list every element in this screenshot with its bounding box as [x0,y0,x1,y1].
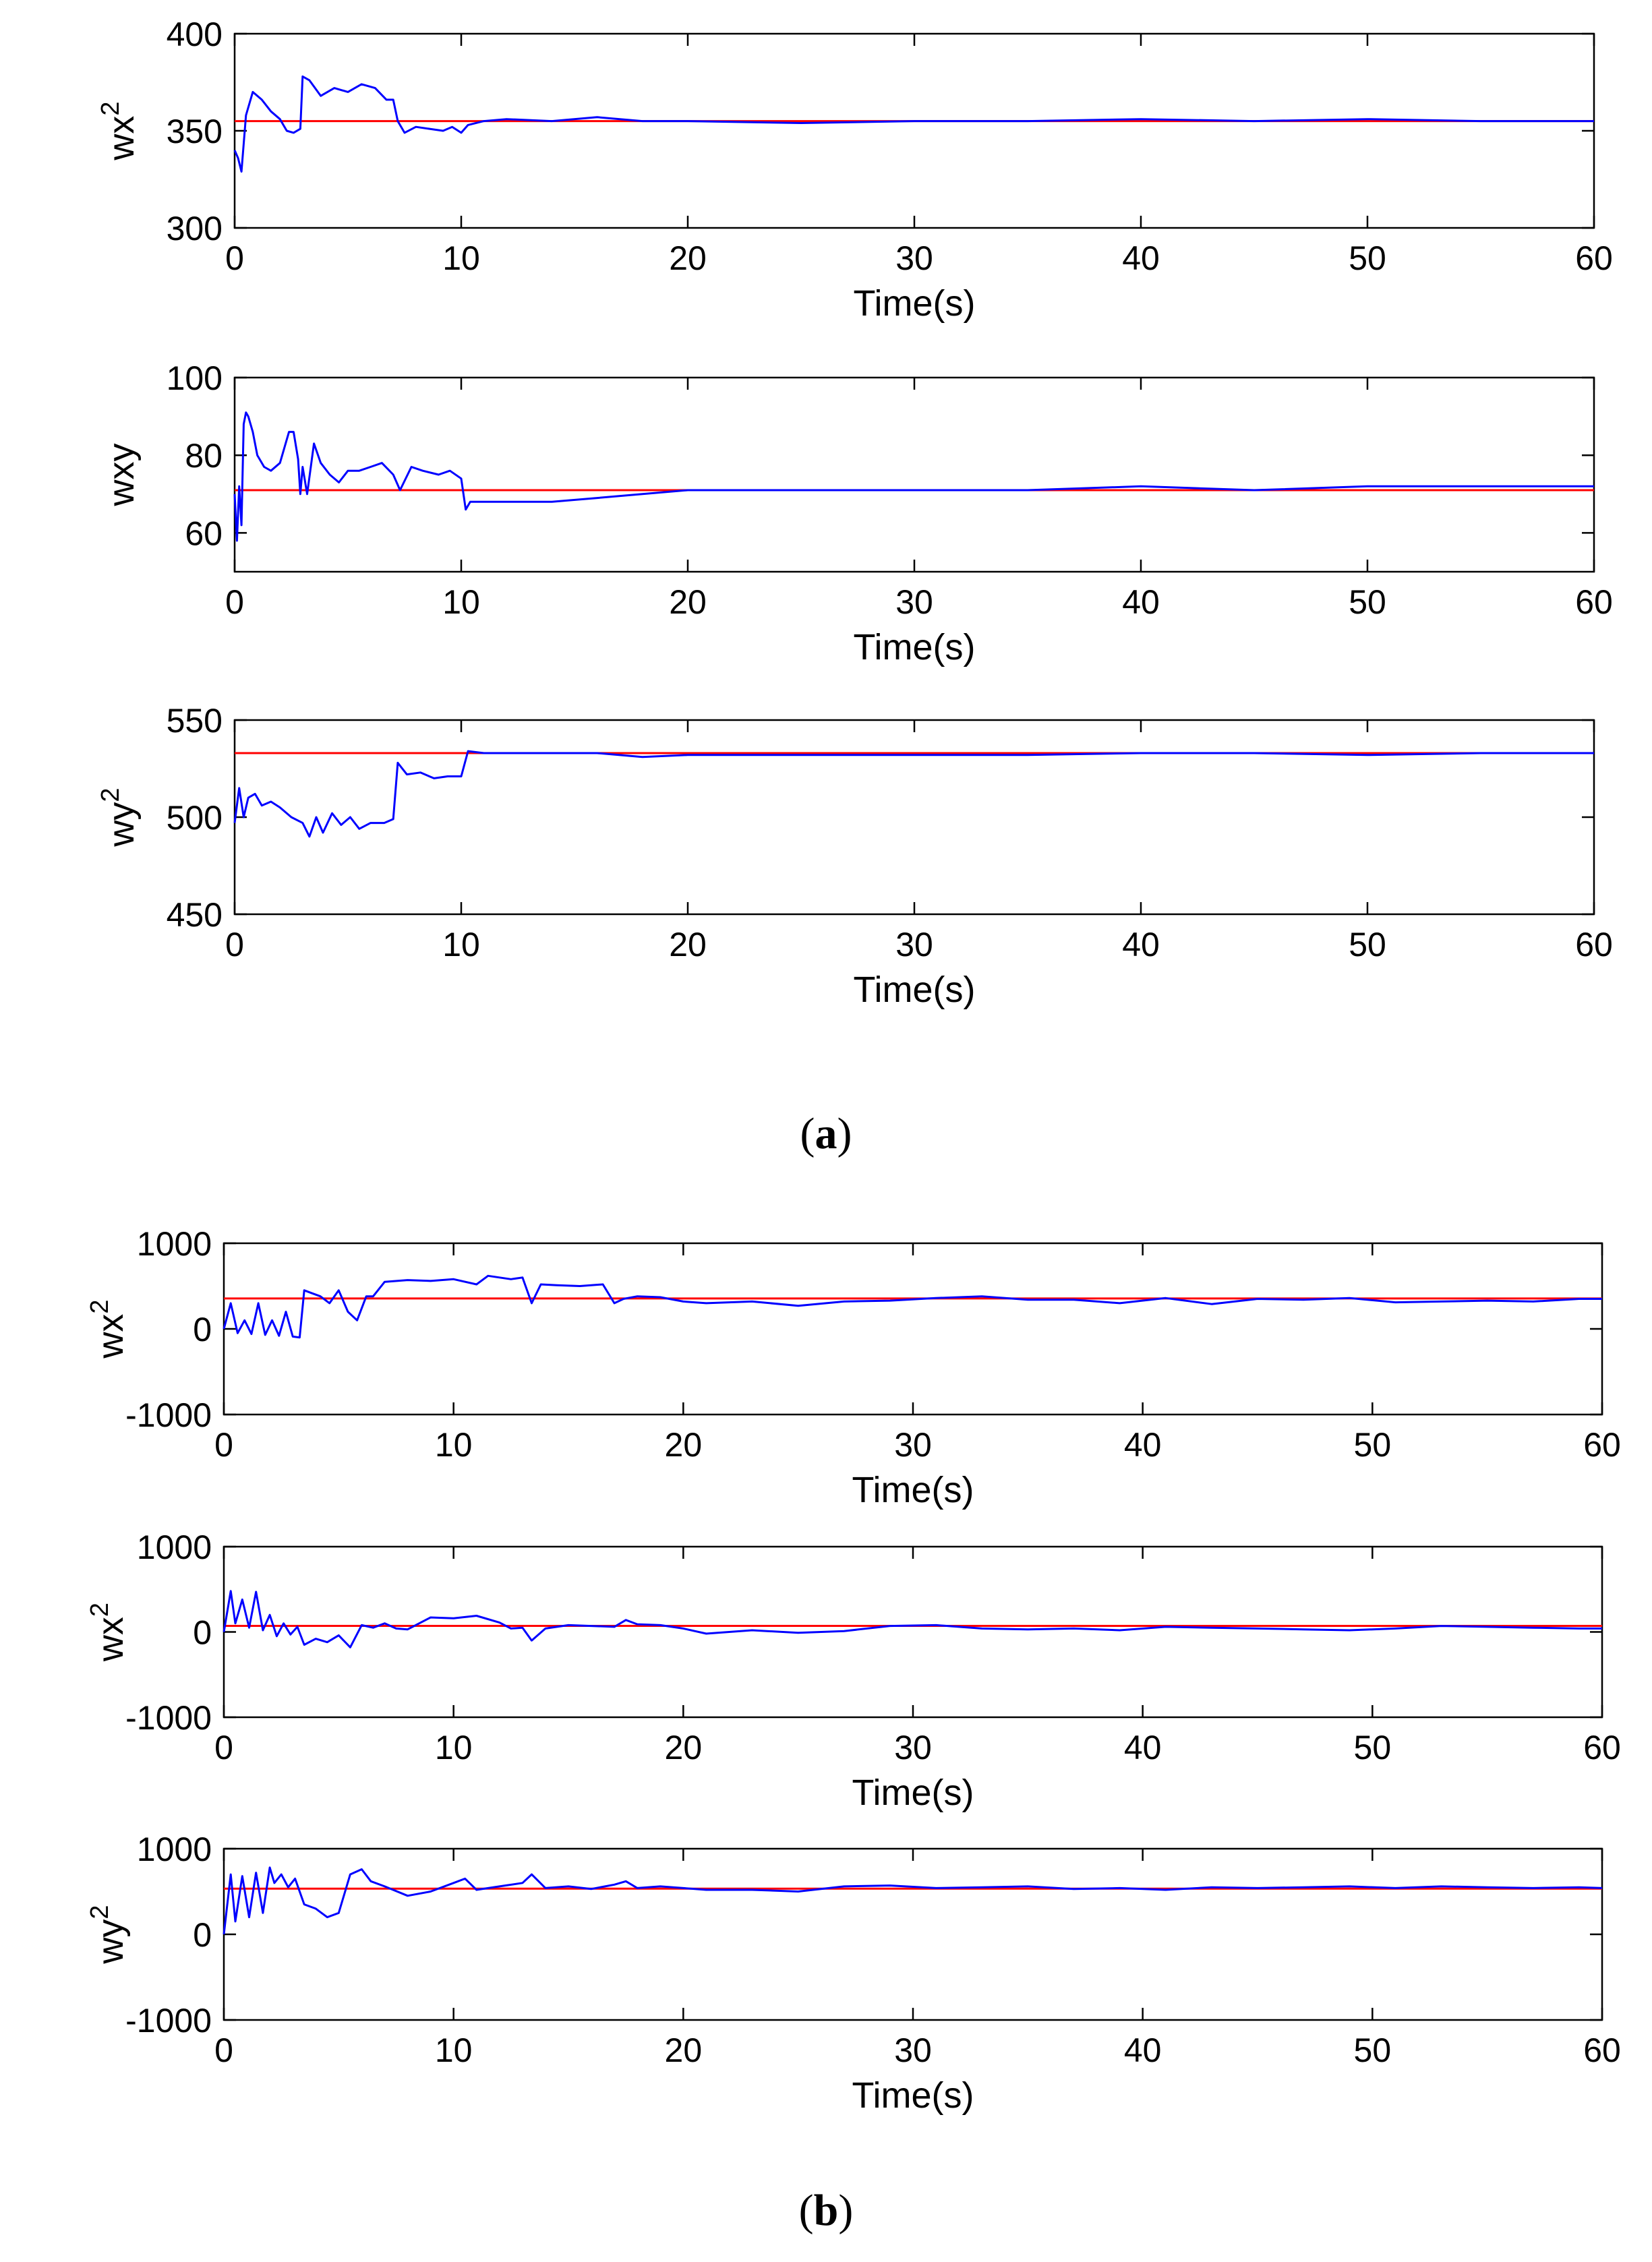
panel-b-plot-2-xtick-label: 50 [1354,1729,1392,1766]
panel-b-plot-1-ytick-label: 1000 [137,1225,212,1263]
panel-b-plot-3-xtick-label: 30 [894,2031,932,2069]
panel-a-plot-2-xtick-label: 30 [895,583,933,621]
panel-a-label: (a) [800,1109,852,1158]
panel-b-plot-3-ytick-label: 0 [193,1916,212,1954]
panel-b-plot-1-xtick-label: 60 [1583,1426,1621,1464]
panel-b-plot-2-xtick-label: 20 [665,1729,703,1766]
panel-a-plot-3-ylabel: wy2 [96,787,142,847]
panel-a-plot-3-ytick-label: 450 [167,896,223,934]
panel-b-plot-2-xlabel: Time(s) [852,1773,974,1813]
panel-b-plot-1-ylabel: wx2 [86,1299,131,1359]
panel-a-plot-2-xtick-label: 20 [669,583,707,621]
panel-a-plot-2-ytick-label: 60 [185,514,223,552]
panel-b-plot-1-series-estimate [223,1274,1602,1339]
panel-a-plot-3-xtick-label: 50 [1349,926,1386,963]
panel-a-plot-2: 0 10 20 30 40 50 60 60 80 100 Time(s) wxy [101,359,1613,667]
panel-a-plot-2-series-estimate [233,411,1594,542]
panel-b-plot-1-ytick-label: 0 [193,1311,212,1348]
panel-b-plot-1-xtick-label: 20 [665,1426,703,1464]
panel-a-plot-1-ylabel: wx2 [96,101,142,160]
panel-a-plot-1: 0 10 20 30 40 50 60 300 350 400 Time(s) wx2 [96,16,1613,324]
panel-b-plot-3-ylabel: wy2 [86,1905,131,1964]
panel-a-plot-2-ylabel: wxy [101,444,142,507]
panel-b-plot-3-xtick-label: 20 [665,2031,703,2069]
panel-b-plot-1-xtick-label: 30 [894,1426,932,1464]
panel-a-plot-2-xtick-label: 10 [442,583,480,621]
panel-b-plot-2-xtick-label: 10 [435,1729,473,1766]
panel-a-plot-3-xlabel: Time(s) [854,970,976,1010]
panel-a-plot-3-xtick-label: 40 [1122,926,1160,963]
panel-b-plot-1-axes-frame [223,1242,1603,1416]
panel-b-plot-2-xtick-label: 30 [894,1729,932,1766]
panel-b-plot-2-ytick-label: 0 [193,1614,212,1652]
panel-b-plot-3-series-estimate [223,1866,1603,1935]
panel-a-plot-1-xlabel: Time(s) [854,283,976,324]
panel-a-plot-1-xtick-label: 20 [669,239,707,277]
panel-b-plot-2-ytick-label: -1000 [125,1699,212,1737]
panel-b-plot-1-xtick-label: 0 [214,1426,233,1464]
panel-b-plot-1-ytick-label: -1000 [125,1396,212,1434]
panel-b-plot-1-xtick-label: 40 [1124,1426,1162,1464]
panel-a-plot-3-series-estimate [233,750,1594,838]
panel-a-plot-2-ytick-label: 80 [185,437,223,475]
panel-a-plot-1-axes-frame [233,32,1595,229]
panel-b-plot-2-xtick-label: 0 [214,1729,233,1766]
panel-a-plot-1-ytick-label: 400 [167,16,223,53]
panel-a-plot-1-xtick-label: 60 [1575,239,1613,277]
panel-a-plot-2-xtick-label: 0 [225,583,244,621]
panel-b-plot-3-xtick-label: 10 [435,2031,473,2069]
panel-b-plot-3-axes-frame [223,1847,1603,2021]
panel-b-label: (b) [799,2186,854,2235]
panel-b-plot-2-series-estimate [223,1590,1602,1648]
panel-a-plot-2-xtick-label: 60 [1575,583,1613,621]
panel-b-plot-3-xtick-label: 40 [1124,2031,1162,2069]
panel-a-plot-2-ytick-label: 100 [167,359,223,397]
panel-b-plot-3-xtick-label: 60 [1583,2031,1621,2069]
panel-b-plot-3-ytick-label: -1000 [125,2002,212,2040]
panel-a-plot-3-xtick-label: 30 [895,926,933,963]
panel-a-plot-1-ytick-label: 350 [167,113,223,150]
panel-a-plot-3-axes-frame [233,719,1595,916]
panel-a-plot-1-xtick-label: 30 [895,239,933,277]
panel-a-plot-1-xtick-label: 10 [442,239,480,277]
panel-a-plot-1-xtick-label: 0 [225,239,244,277]
panel-b-plot-3-ytick-label: 1000 [137,1831,212,1868]
panel-a-plot-2-xtick-label: 50 [1349,583,1386,621]
panel-b-plot-1-xtick-label: 50 [1354,1426,1392,1464]
panel-a-plot-3-xtick-label: 0 [225,926,244,963]
panel-b-plot-1-xtick-label: 10 [435,1426,473,1464]
panel-b-plot-3-xlabel: Time(s) [852,2075,974,2116]
panel-a-plot-1-ytick-label: 300 [167,210,223,247]
panel-a-plot-3-ytick-label: 550 [167,702,223,740]
panel-b-plot-2-ylabel: wx2 [86,1603,131,1662]
panel-b-plot-2-axes-frame [223,1545,1603,1719]
panel-b-plot-2-xtick-label: 40 [1124,1729,1162,1766]
panel-b-plot-2-ytick-label: 1000 [137,1528,212,1566]
panel-b-plot-1-xlabel: Time(s) [852,1470,974,1510]
panel-a-plot-3-xtick-label: 60 [1575,926,1613,963]
panel-a-plot-3-xtick-label: 20 [669,926,707,963]
panel-a-plot-3-ytick-label: 500 [167,799,223,837]
panel-a-plot-1-xtick-label: 50 [1349,239,1386,277]
panel-a-plot-3: 0 10 20 30 40 50 60 450 500 550 Time(s) wy2 [96,702,1613,1010]
panel-a-plot-1-xtick-label: 40 [1122,239,1160,277]
panel-a-plot-3-xtick-label: 10 [442,926,480,963]
panel-b-plot-3-xtick-label: 0 [214,2031,233,2069]
panel-b-plot-3-xtick-label: 50 [1354,2031,1392,2069]
panel-a-plot-1-series-estimate [233,75,1594,173]
panel-b-plot-2-xtick-label: 60 [1583,1729,1621,1766]
panel-a-plot-2-xtick-label: 40 [1122,583,1160,621]
panel-a-plot-2-xlabel: Time(s) [854,627,976,667]
